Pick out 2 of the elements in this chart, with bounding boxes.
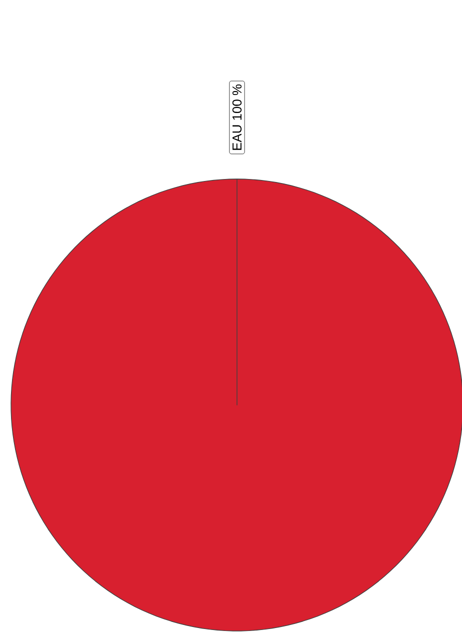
- data-label: 100 %: [232, 84, 242, 120]
- slice-label: EAU: [232, 125, 242, 150]
